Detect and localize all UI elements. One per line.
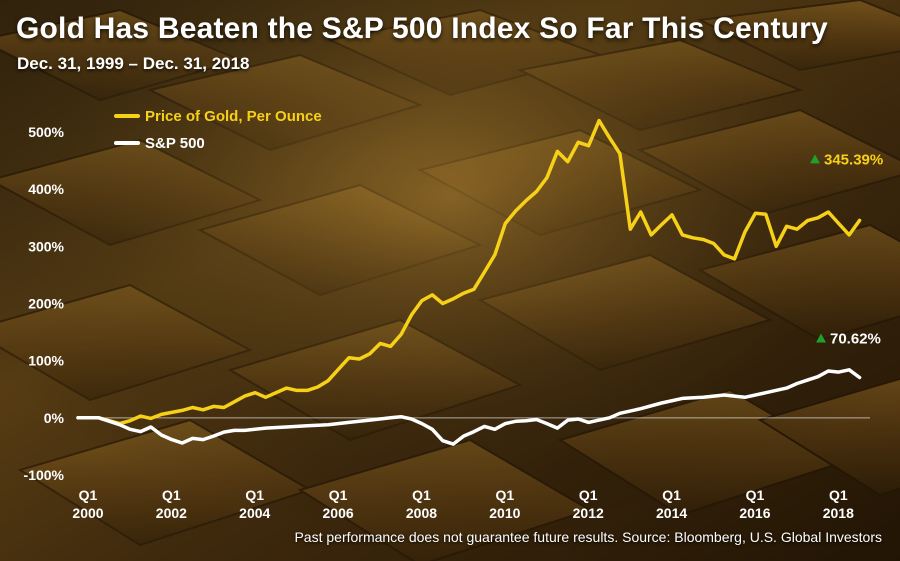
- gold-price-line: [76, 118, 862, 426]
- x-tick-label: Q1 2006: [323, 487, 354, 521]
- x-tick-label: Q1 2018: [823, 487, 854, 521]
- sp500-line: [76, 368, 862, 446]
- legend-label: S&P 500: [145, 135, 205, 152]
- chart-title: Gold Has Beaten the S&P 500 Index So Far…: [16, 12, 828, 45]
- x-tick-label: Q1 2004: [239, 487, 270, 521]
- x-tick-quarter: Q1: [329, 487, 348, 503]
- x-tick-label: Q1 2008: [406, 487, 437, 521]
- x-tick-year: 2018: [823, 505, 854, 521]
- x-tick-year: 2000: [72, 505, 103, 521]
- x-tick-quarter: Q1: [829, 487, 848, 503]
- x-tick-label: Q1 2010: [489, 487, 520, 521]
- x-tick-quarter: Q1: [746, 487, 765, 503]
- chart-legend: Price of Gold, Per Ounce S&P 500: [114, 108, 322, 152]
- y-tick-label: 400%: [28, 181, 64, 197]
- x-tick-year: 2002: [156, 505, 187, 521]
- x-tick-year: 2004: [239, 505, 270, 521]
- series-layer: [76, 118, 862, 446]
- x-tick-quarter: Q1: [662, 487, 681, 503]
- x-tick-label: Q1 2000: [72, 487, 103, 521]
- x-tick-quarter: Q1: [245, 487, 264, 503]
- x-tick-quarter: Q1: [162, 487, 181, 503]
- y-axis: -100% 0% 100% 200% 300% 400% 500%: [24, 124, 65, 483]
- end-labels: 345.39% 70.62%: [810, 151, 883, 347]
- x-tick-label: Q1 2014: [656, 487, 687, 521]
- y-tick-label: 300%: [28, 238, 64, 254]
- x-tick-quarter: Q1: [495, 487, 514, 503]
- source-note: Past performance does not guarantee futu…: [294, 529, 882, 545]
- y-tick-label: 0%: [44, 410, 65, 426]
- x-tick-label: Q1 2012: [573, 487, 604, 521]
- x-tick-year: 2016: [739, 505, 770, 521]
- x-tick-quarter: Q1: [412, 487, 431, 503]
- x-tick-year: 2008: [406, 505, 437, 521]
- y-tick-label: 500%: [28, 124, 64, 140]
- x-tick-quarter: Q1: [79, 487, 98, 503]
- x-axis: Q1 2000 Q1 2002 Q1 2004 Q1 2006 Q1 2008 Q1 2010 Q1 20…: [72, 417, 870, 521]
- gold-end-label: 345.39%: [810, 151, 883, 168]
- y-tick-label: -100%: [24, 467, 65, 483]
- sp500-end-label: 70.62%: [816, 330, 881, 347]
- x-tick-year: 2010: [489, 505, 520, 521]
- x-tick-year: 2014: [656, 505, 687, 521]
- y-tick-label: 100%: [28, 353, 64, 369]
- end-value-text: 345.39%: [824, 151, 883, 168]
- x-tick-year: 2012: [573, 505, 604, 521]
- x-tick-quarter: Q1: [579, 487, 598, 503]
- legend-label: Price of Gold, Per Ounce: [145, 108, 322, 125]
- chart-subtitle: Dec. 31, 1999 – Dec. 31, 2018: [17, 54, 250, 73]
- legend-item: S&P 500: [114, 135, 205, 152]
- up-arrow-icon: [816, 333, 826, 343]
- end-value-text: 70.62%: [830, 330, 881, 347]
- legend-item: Price of Gold, Per Ounce: [114, 108, 322, 125]
- up-arrow-icon: [810, 154, 820, 164]
- y-tick-label: 200%: [28, 296, 64, 312]
- x-tick-label: Q1 2016: [739, 487, 770, 521]
- x-tick-label: Q1 2002: [156, 487, 187, 521]
- x-tick-year: 2006: [323, 505, 354, 521]
